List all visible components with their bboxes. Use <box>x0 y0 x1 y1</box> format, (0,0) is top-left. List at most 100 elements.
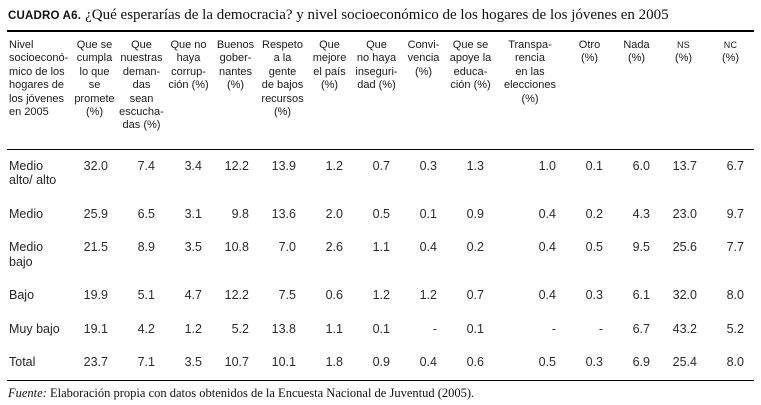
table-cell: 4.2 <box>137 321 155 336</box>
table-cell: 4.7 <box>184 288 202 303</box>
table-cell: 32.0 <box>83 158 108 173</box>
table-cell: 6.5 <box>137 206 155 221</box>
row-label: Medio bajo <box>9 240 44 269</box>
table-cell: 7.5 <box>278 288 296 303</box>
table-cell: 9.5 <box>632 240 650 255</box>
table-cell: 13.8 <box>271 321 296 336</box>
row-label: Muy bajo <box>9 321 60 336</box>
table-cell: 0.3 <box>585 288 603 303</box>
table-number-label: CUADRO A6. <box>8 10 82 22</box>
table-cell: 0.1 <box>585 158 603 173</box>
table-cell: 0.5 <box>538 355 556 370</box>
source-note: Fuente: Elaboración propia con datos obt… <box>8 386 754 401</box>
column-header-no-inseguridad: Que no haya inseguri- dad (%) <box>355 39 398 92</box>
table-cell: 6.1 <box>632 288 650 303</box>
table-cell: 1.8 <box>325 355 343 370</box>
column-header-apoye-educacion: Que se apoye la educa- ción (%) <box>449 39 492 92</box>
table-row: Bajo 19.9 5.1 4.7 12.2 7.5 0.6 1.2 1.2 0.7 0.4 0.3 6… <box>7 279 754 313</box>
table-cell: 5.2 <box>726 321 744 336</box>
table-row: Medio alto/ alto 32.0 7.4 3.4 12.2 13.9 1.2 0.7… <box>7 149 754 198</box>
table-row: Total 23.7 7.1 3.5 10.7 10.1 1.8 0.9 0.4 0.6 0.5 0.… <box>7 346 754 380</box>
column-header-otro: Otro (%) <box>578 39 601 65</box>
table-cell: 0.7 <box>372 158 390 173</box>
column-header-convivencia: Convi- vencia (%) <box>407 39 440 78</box>
table-cell: 7.1 <box>137 355 155 370</box>
table-cell: 0.6 <box>325 288 343 303</box>
table-cell: 1.0 <box>538 158 556 173</box>
table-cell: 13.7 <box>672 158 697 173</box>
table-cell: 6.0 <box>632 158 650 173</box>
table-cell: 0.5 <box>585 240 603 255</box>
table-cell: 1.2 <box>372 288 390 303</box>
column-header-cumpla-promete: Que se cumpla lo que se promete (%) <box>74 39 115 119</box>
table-cell: 0.1 <box>466 321 484 336</box>
table-cell: 3.4 <box>184 158 202 173</box>
table-cell: 2.6 <box>325 240 343 255</box>
table-cell: 8.9 <box>137 240 155 255</box>
table-cell: 2.0 <box>325 206 343 221</box>
table-cell: 10.8 <box>224 240 249 255</box>
table-row: Medio bajo 21.5 8.9 3.5 10.8 7.0 2.6 1.1 0.4 0.2 0… <box>7 231 754 279</box>
row-label: Total <box>9 355 36 370</box>
table-cell: 13.9 <box>271 158 296 173</box>
table-cell: 23.0 <box>672 206 697 221</box>
column-header-demandas-escuchadas: Que nuestras deman- das sean escucha- da… <box>119 39 164 132</box>
table-cell: 0.2 <box>466 240 484 255</box>
table-cell: 3.1 <box>184 206 202 221</box>
column-header-buenos-gobernantes: Buenos gober- nantes (%) <box>216 39 255 92</box>
table-cell: 0.1 <box>419 206 437 221</box>
title-divider <box>7 30 754 32</box>
source-text: Elaboración propia con datos obtenidos d… <box>50 385 475 400</box>
table-cell: 43.2 <box>672 321 697 336</box>
table-cell: 8.0 <box>726 288 744 303</box>
column-header-ns: NS (%) <box>674 40 693 65</box>
table-cell: - <box>432 321 437 336</box>
table-cell: 25.4 <box>672 355 697 370</box>
table-cell: 0.5 <box>372 206 390 221</box>
table-cell: 0.3 <box>419 158 437 173</box>
table-cell: 0.6 <box>466 355 484 370</box>
table-row: Medio 25.9 6.5 3.1 9.8 13.6 2.0 0.5 0.1 0.9 0.4 0.2… <box>7 198 754 232</box>
table-cell: 9.7 <box>726 206 744 221</box>
table-header: Nivel socioeconó- mico de los hogares de… <box>7 32 754 150</box>
table-cell: 7.4 <box>137 158 155 173</box>
table-cell: 0.1 <box>372 321 390 336</box>
table-cell: 6.7 <box>632 321 650 336</box>
table-cell: 10.7 <box>224 355 249 370</box>
table-cell: 25.9 <box>83 206 108 221</box>
table-cell: 19.9 <box>83 288 108 303</box>
table-cell: 0.4 <box>419 240 437 255</box>
table-cell: 3.5 <box>184 240 202 255</box>
table-cell: 0.9 <box>372 355 390 370</box>
table-cell: 1.1 <box>325 321 343 336</box>
table-cell: 13.6 <box>271 206 296 221</box>
table-cell: 0.7 <box>466 288 484 303</box>
table-cell: 7.7 <box>726 240 744 255</box>
table-cell: 6.9 <box>632 355 650 370</box>
table-body: Medio alto/ alto 32.0 7.4 3.4 12.2 13.9 1.2 0.7… <box>7 149 754 381</box>
table-cell: 1.2 <box>419 288 437 303</box>
table-cell: 5.1 <box>137 288 155 303</box>
table-cell: 0.4 <box>538 206 556 221</box>
source-label: Fuente: <box>8 385 47 400</box>
table-cell: 5.2 <box>231 321 249 336</box>
table-cell: 21.5 <box>83 240 108 255</box>
table-cell: 8.0 <box>726 355 744 370</box>
table-cell: 23.7 <box>83 355 108 370</box>
data-table: Nivel socioeconó- mico de los hogares de… <box>7 32 754 381</box>
row-label: Medio alto/ alto <box>9 158 57 188</box>
table-cell: 0.2 <box>585 206 603 221</box>
column-header-transparencia-elecciones: Transpa- rencia en las elecciones (%) <box>504 39 556 105</box>
table-cell: 3.5 <box>184 355 202 370</box>
column-header-nada: Nada (%) <box>623 39 650 65</box>
row-label: Medio <box>9 206 44 221</box>
column-header-nc: NC (%) <box>721 40 740 65</box>
table-cell: 12.2 <box>224 158 249 173</box>
header-row: Nivel socioeconó- mico de los hogares de… <box>7 32 754 150</box>
table-cell: 25.6 <box>672 240 697 255</box>
table-cell: 19.1 <box>83 321 108 336</box>
table-cell: - <box>598 321 603 336</box>
table-cell: 6.7 <box>726 158 744 173</box>
table-cell: 10.1 <box>271 355 296 370</box>
